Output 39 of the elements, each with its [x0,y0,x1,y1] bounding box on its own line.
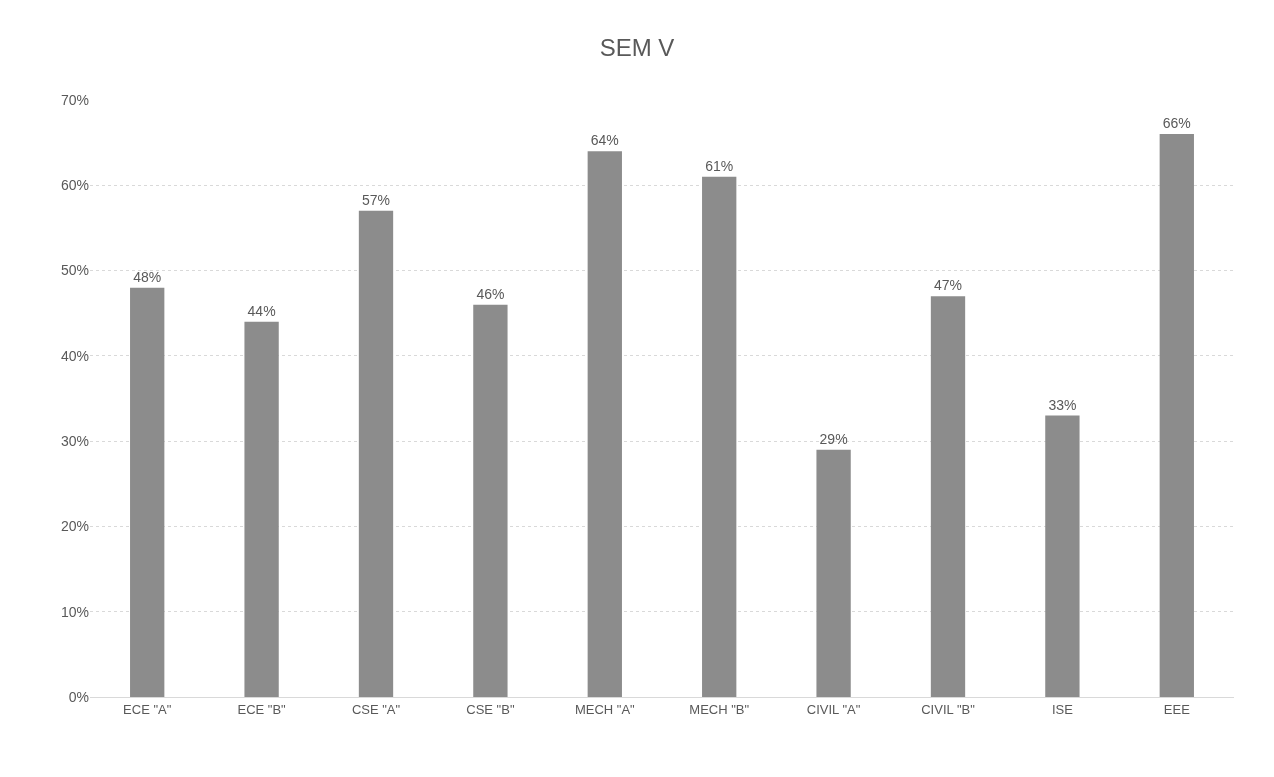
data-label: 46% [476,285,505,302]
data-label: 44% [247,302,276,319]
bar [358,210,394,697]
data-label: 64% [590,132,619,149]
x-tick-label: EEE [1163,701,1191,717]
bar [587,151,622,697]
x-tick-label: ISE [1051,701,1074,717]
bar [930,296,966,697]
bar [1045,415,1080,697]
data-label: 33% [1048,396,1077,413]
bar [473,304,508,697]
y-tick-label: 50% [60,262,89,279]
y-tick-label: 70% [60,91,89,108]
bar [816,449,851,697]
data-label: 66% [1162,115,1191,132]
chart-title: SEM V [599,33,675,61]
x-tick-label: CSE "B" [466,701,515,717]
bar [244,321,279,697]
x-tick-label: CSE "A" [351,701,401,717]
y-tick-label: 30% [60,433,89,450]
x-tick-label: MECH "B" [689,701,750,717]
x-tick-label: MECH "A" [574,701,636,717]
x-tick-label: ECE "A" [123,701,172,717]
y-tick-label: 40% [60,347,89,364]
data-label: 48% [133,268,162,285]
y-tick-label: 10% [60,603,89,620]
data-label: 29% [819,430,848,447]
x-tick-label: ECE "B" [237,701,287,717]
bar [702,176,737,697]
data-label: 47% [933,277,963,294]
bar [130,287,165,697]
x-tick-label: CIVIL "A" [806,701,861,717]
data-label: 61% [705,157,734,174]
data-label: 57% [361,191,391,208]
y-tick-label: 60% [60,177,89,194]
bar [1159,134,1194,697]
y-tick-label: 20% [60,518,89,535]
y-tick-label: 0% [68,688,89,705]
x-tick-label: CIVIL "B" [921,701,976,717]
